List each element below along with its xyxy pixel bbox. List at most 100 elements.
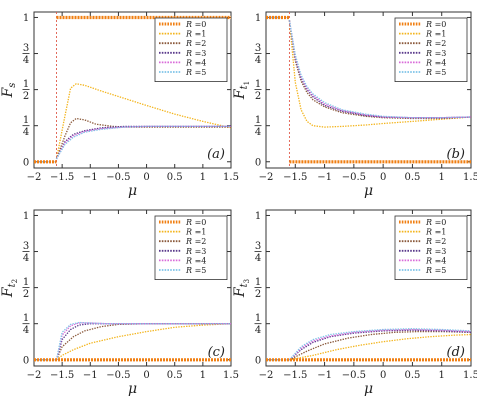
- legend: R =0R =1R =2R =3R =4R =5: [394, 17, 468, 82]
- x-tick-label: 1: [439, 172, 445, 183]
- y-tick-numerator: 3: [255, 43, 261, 54]
- y-tick-denominator: 2: [255, 91, 261, 102]
- x-tick-label: −2: [259, 172, 274, 183]
- y-tick-numerator: 3: [23, 241, 29, 252]
- y-tick-numerator: 1: [23, 277, 29, 288]
- series-line: [55, 321, 231, 360]
- y-tick-fraction: 34: [22, 43, 30, 66]
- x-tick-label: −1: [317, 370, 332, 381]
- panel-label: (c): [208, 345, 225, 360]
- x-tick-label: 0: [380, 370, 386, 381]
- y-tick-fraction: 12: [22, 277, 30, 300]
- legend-box: [154, 17, 228, 82]
- panel-label: (d): [447, 345, 465, 360]
- y-tick-label: 1: [255, 211, 261, 222]
- legend-label: R =3: [425, 247, 446, 256]
- y-tick-fraction: 34: [254, 43, 262, 66]
- series-R1: [34, 323, 232, 361]
- x-tick-label: −0.5: [106, 370, 130, 381]
- y-tick-denominator: 2: [23, 289, 29, 300]
- legend-label: R =1: [185, 228, 206, 237]
- x-tick-label: −1.5: [50, 172, 74, 183]
- y-tick-denominator: 2: [255, 289, 261, 300]
- y-tick-numerator: 1: [23, 313, 29, 324]
- x-tick-label: 1: [439, 370, 445, 381]
- x-axis-label: μ: [128, 183, 137, 199]
- x-tick-label: 0: [380, 172, 386, 183]
- legend-label: R =3: [185, 49, 206, 58]
- legend-label: R =3: [425, 49, 446, 58]
- legend-label: R =5: [185, 68, 206, 77]
- legend-label: R =5: [425, 266, 446, 275]
- series-line: [55, 117, 231, 160]
- legend-label: R =1: [425, 30, 446, 39]
- panel-label: (b): [447, 147, 465, 162]
- y-tick-denominator: 4: [255, 325, 261, 336]
- y-tick-label: 0: [255, 355, 261, 366]
- x-tick-label: 0.5: [167, 370, 183, 381]
- y-tick-numerator: 1: [255, 115, 261, 126]
- legend-label: R =5: [425, 68, 446, 77]
- x-tick-label: 1.5: [463, 370, 477, 381]
- legend: R =0R =1R =2R =3R =4R =5: [394, 215, 468, 280]
- x-tick-label: 0.5: [404, 370, 420, 381]
- legend-box: [394, 17, 468, 82]
- y-tick-label: 1: [23, 13, 29, 24]
- x-axis-label: μ: [364, 183, 373, 199]
- y-tick-fraction: 14: [254, 115, 262, 138]
- series-R0: [266, 15, 471, 164]
- x-tick-label: −1: [83, 370, 98, 381]
- legend-label: R =1: [185, 30, 206, 39]
- legend-label: R =4: [425, 256, 446, 265]
- panel-label: (a): [207, 147, 225, 162]
- x-tick-label: −1.5: [283, 370, 307, 381]
- y-axis-label: Fs: [0, 83, 18, 99]
- y-tick-label: 0: [23, 157, 29, 168]
- legend-label: R =4: [185, 58, 206, 67]
- y-tick-denominator: 4: [23, 253, 29, 264]
- legend-label: R =2: [425, 39, 446, 48]
- series-line: [288, 20, 472, 128]
- series-line: [55, 125, 231, 160]
- series-line: [55, 83, 232, 160]
- y-tick-fraction: 12: [22, 79, 30, 102]
- series-line: [55, 322, 231, 360]
- y-tick-numerator: 1: [255, 277, 261, 288]
- y-tick-label: 1: [255, 13, 261, 24]
- legend-label: R =0: [425, 218, 446, 227]
- legend: R =0R =1R =2R =3R =4R =5: [154, 17, 228, 82]
- legend-label: R =1: [425, 228, 446, 237]
- y-tick-numerator: 3: [255, 241, 261, 252]
- y-tick-label: 0: [255, 157, 261, 168]
- x-tick-label: −0.5: [106, 172, 130, 183]
- series-line: [55, 125, 231, 160]
- series-line: [288, 20, 472, 120]
- legend-label: R =0: [425, 20, 446, 29]
- series-line: [55, 323, 231, 360]
- x-tick-label: −2: [27, 370, 42, 381]
- x-tick-label: 1.5: [223, 370, 239, 381]
- y-axis-label: Ft3: [232, 279, 251, 298]
- y-tick-numerator: 1: [23, 115, 29, 126]
- y-tick-denominator: 2: [23, 91, 29, 102]
- y-tick-denominator: 4: [255, 127, 261, 138]
- y-tick-denominator: 4: [23, 55, 29, 66]
- legend-box: [154, 215, 228, 280]
- series-R4: [266, 328, 472, 361]
- y-tick-denominator: 4: [255, 55, 261, 66]
- y-tick-numerator: 3: [23, 43, 29, 54]
- y-tick-label: 0: [23, 355, 29, 366]
- legend-label: R =2: [185, 39, 206, 48]
- x-tick-label: 1.5: [223, 172, 239, 183]
- x-tick-label: −2: [259, 370, 274, 381]
- x-tick-label: −1.5: [283, 172, 307, 183]
- series-R3: [34, 125, 231, 163]
- y-tick-fraction: 14: [22, 115, 30, 138]
- series-line: [55, 323, 231, 361]
- series-line: [288, 329, 472, 361]
- x-tick-label: 1: [200, 172, 206, 183]
